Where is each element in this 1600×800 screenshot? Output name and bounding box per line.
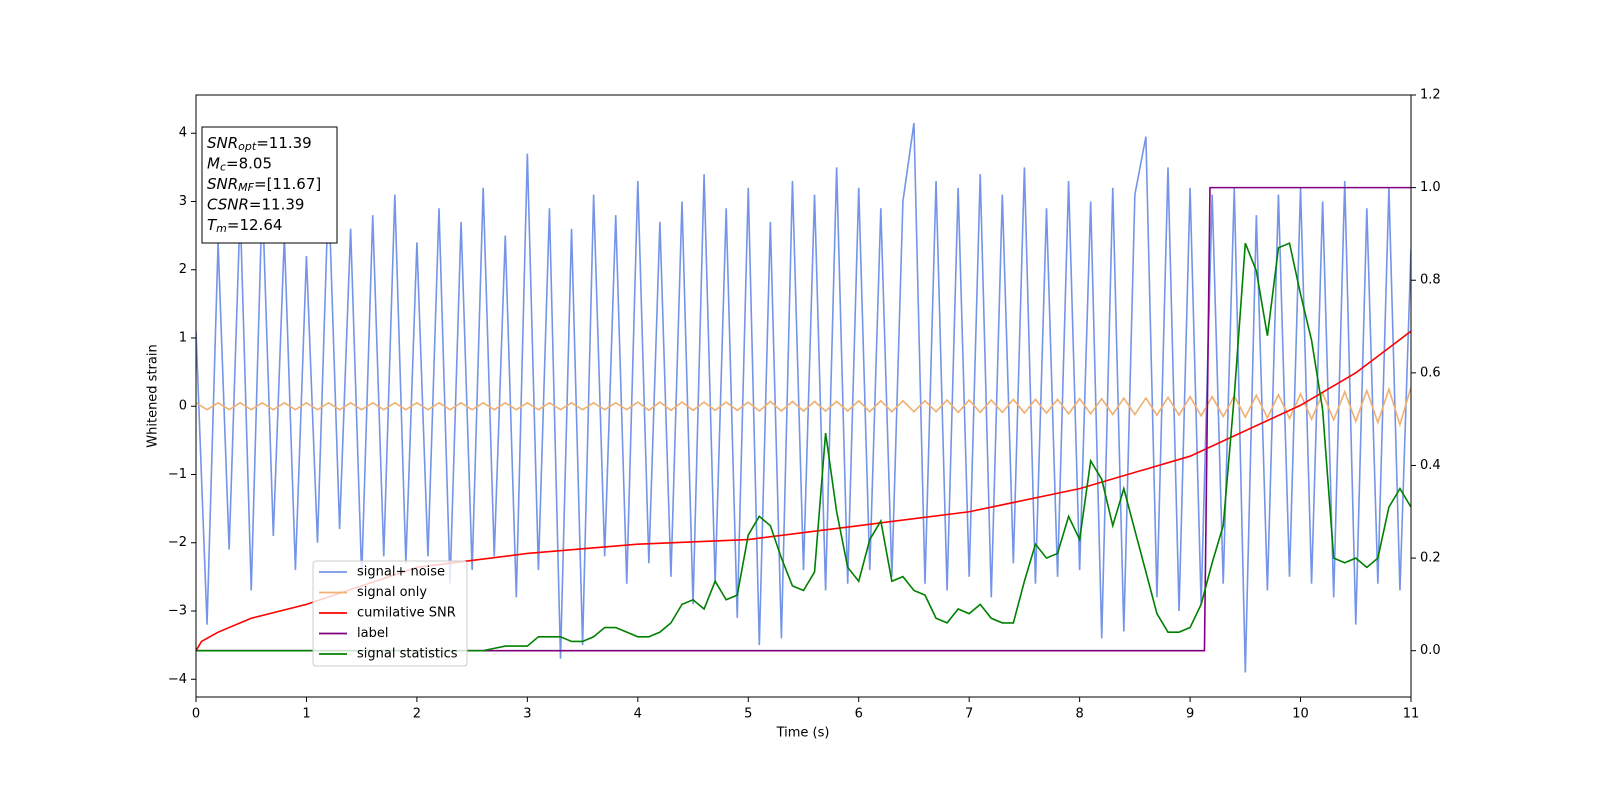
x-tick-label: 3 xyxy=(523,707,531,722)
annotation-text: =[11.67] xyxy=(254,175,321,193)
series-line xyxy=(196,386,1411,428)
x-tick-label: 5 xyxy=(744,707,752,722)
y-tick-label: −2 xyxy=(168,535,187,550)
x-tick-label: 11 xyxy=(1403,707,1420,722)
legend-label: cumilative SNR xyxy=(357,606,456,621)
y2-tick-label: 0.4 xyxy=(1420,458,1441,473)
y2-tick-label: 1.0 xyxy=(1420,180,1441,195)
annotation-sub: MF xyxy=(238,181,254,194)
annotation-sub: c xyxy=(220,161,226,174)
x-tick-label: 9 xyxy=(1186,707,1194,722)
x-tick-label: 0 xyxy=(192,707,200,722)
y2-tick-label: 1.2 xyxy=(1420,88,1441,103)
y-tick-label: 1 xyxy=(179,330,187,345)
x-tick-label: 4 xyxy=(634,707,642,722)
annotation-sub: opt xyxy=(238,140,257,153)
legend-label: signal only xyxy=(357,585,427,600)
annotation-text: =8.05 xyxy=(226,154,272,172)
y-tick-label: 2 xyxy=(179,262,187,277)
annotation-base: SNR xyxy=(207,175,238,193)
annotation: Mc=8.05 xyxy=(207,154,272,174)
y-tick-label: −1 xyxy=(168,467,187,482)
x-tick-label: 8 xyxy=(1075,707,1083,722)
annotation-text: =11.39 xyxy=(256,134,312,152)
annotation-text: =11.39 xyxy=(249,195,305,213)
y-tick-label: 3 xyxy=(179,194,187,209)
annotation: Tm=12.64 xyxy=(207,216,282,236)
y2-tick-label: 0.8 xyxy=(1420,273,1441,288)
y2-tick-label: 0.2 xyxy=(1420,551,1441,566)
y-axis-label: Whitened strain xyxy=(146,344,161,447)
annotation: SNRMF=[11.67] xyxy=(207,175,321,195)
x-axis-label: Time (s) xyxy=(776,726,830,741)
y-tick-label: −4 xyxy=(168,672,187,687)
legend-label: signal statistics xyxy=(357,647,458,662)
y2-tick-label: 0.0 xyxy=(1420,643,1441,658)
x-tick-label: 1 xyxy=(302,707,310,722)
annotation-box xyxy=(201,126,338,244)
annotation-base: T xyxy=(207,216,218,234)
annotation-base: M xyxy=(207,154,220,172)
x-tick-label: 2 xyxy=(413,707,421,722)
annotation-text: =12.64 xyxy=(227,216,283,234)
annotation-base: SNR xyxy=(207,134,238,152)
annotation-sub: m xyxy=(216,222,227,235)
series-line xyxy=(196,330,1411,652)
y-tick-label: −3 xyxy=(168,604,187,619)
x-tick-label: 10 xyxy=(1292,707,1309,722)
y2-tick-label: 0.6 xyxy=(1420,365,1441,380)
y-tick-label: 4 xyxy=(179,126,187,141)
legend-label: signal+ noise xyxy=(357,565,445,580)
y-tick-label: 0 xyxy=(179,399,187,414)
x-tick-label: 6 xyxy=(855,707,863,722)
annotation-base: CSNR xyxy=(207,195,249,213)
x-tick-label: 7 xyxy=(965,707,973,722)
plot-frame xyxy=(195,94,1412,698)
annotation: CSNR=11.39 xyxy=(207,195,304,213)
series-line xyxy=(196,186,1411,652)
annotation: SNRopt=11.39 xyxy=(207,134,312,154)
legend-box xyxy=(312,560,468,667)
legend-label: label xyxy=(357,626,388,641)
